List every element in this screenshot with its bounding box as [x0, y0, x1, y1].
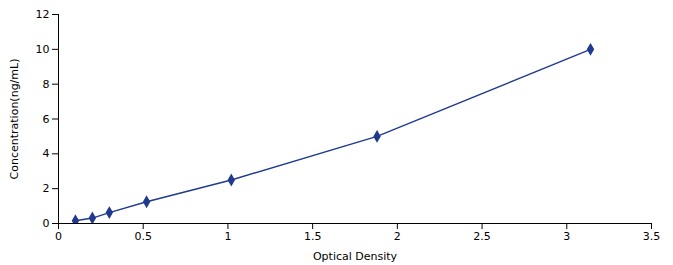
svg-text:3.5: 3.5: [643, 230, 661, 243]
svg-text:0: 0: [43, 217, 50, 230]
svg-text:4: 4: [43, 147, 50, 160]
svg-text:2: 2: [394, 230, 401, 243]
svg-text:8: 8: [43, 78, 50, 91]
svg-text:0.5: 0.5: [134, 230, 152, 243]
svg-text:1.5: 1.5: [304, 230, 322, 243]
svg-text:1: 1: [224, 230, 231, 243]
svg-text:2.5: 2.5: [473, 230, 491, 243]
svg-text:3: 3: [563, 230, 570, 243]
svg-text:6: 6: [43, 113, 50, 126]
svg-text:10: 10: [36, 43, 50, 56]
svg-text:2: 2: [43, 182, 50, 195]
svg-text:Optical Density: Optical Density: [313, 250, 398, 263]
svg-text:Concentration(ng/mL): Concentration(ng/mL): [8, 59, 21, 180]
svg-text:0: 0: [55, 230, 62, 243]
svg-text:12: 12: [36, 8, 50, 21]
